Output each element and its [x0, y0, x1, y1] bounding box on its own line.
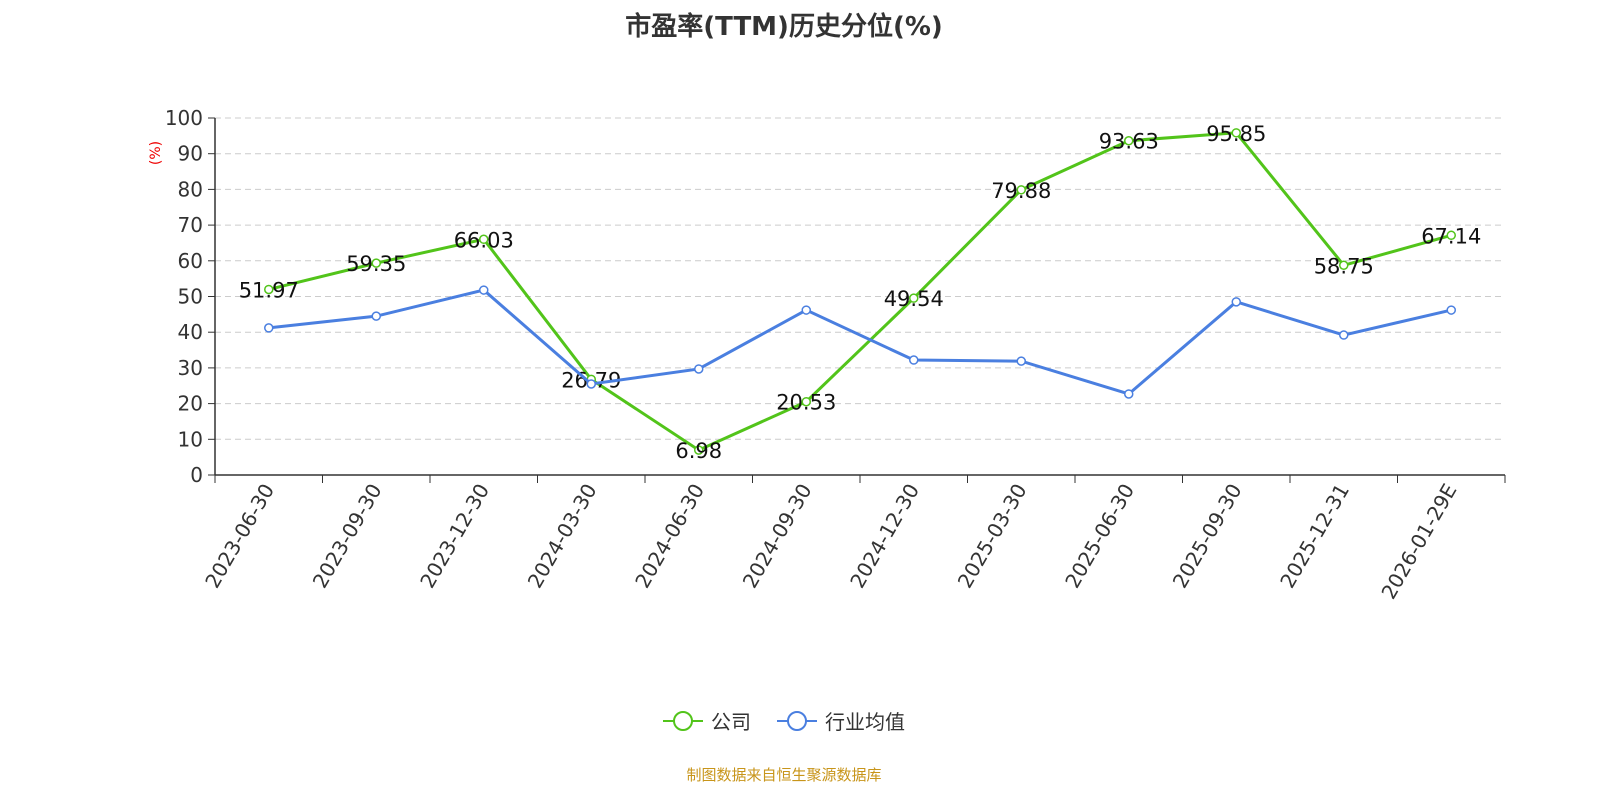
- y-tick-label: 20: [178, 392, 203, 416]
- x-tick-label: 2024-12-30: [845, 480, 924, 593]
- chart-title: 市盈率(TTM)历史分位(%): [625, 12, 943, 42]
- data-point: [1339, 330, 1349, 340]
- data-label: 49.54: [884, 287, 944, 311]
- x-tick-label: 2025-03-30: [953, 480, 1032, 593]
- legend-label-company: 公司: [711, 710, 751, 734]
- data-label: 79.88: [991, 179, 1051, 203]
- data-source-note: 制图数据来自恒生聚源数据库: [686, 766, 882, 784]
- data-label: 51.97: [239, 278, 299, 302]
- data-label: 20.53: [776, 391, 836, 415]
- data-label: 93.63: [1099, 130, 1159, 154]
- data-label: 95.85: [1206, 122, 1266, 146]
- data-point: [1231, 297, 1241, 307]
- data-point: [801, 305, 811, 315]
- data-point: [371, 258, 381, 268]
- data-point: [694, 364, 704, 374]
- data-point: [1016, 356, 1026, 366]
- y-tick-label: 50: [178, 285, 203, 309]
- x-tick-label: 2025-09-30: [1168, 480, 1247, 593]
- legend-item-industry[interactable]: 行业均值: [777, 706, 905, 735]
- legend-marker-industry: [777, 710, 817, 731]
- data-label: 6.98: [675, 439, 722, 463]
- x-tick-label: 2024-03-30: [523, 480, 602, 593]
- y-tick-label: 100: [165, 106, 203, 130]
- data-point: [801, 396, 811, 407]
- y-tick-label: 30: [178, 356, 203, 380]
- data-label: 67.14: [1421, 224, 1481, 248]
- data-point: [586, 379, 596, 389]
- x-tick-label: 2023-09-30: [308, 480, 387, 593]
- x-tick-label: 2026-01-29E: [1376, 480, 1461, 604]
- x-tick-label: 2023-06-30: [200, 480, 279, 593]
- y-tick-label: 90: [178, 142, 203, 166]
- y-tick-label: 70: [178, 213, 203, 237]
- data-point: [264, 284, 274, 295]
- legend-label-industry: 行业均值: [825, 710, 905, 734]
- legend-item-company[interactable]: 公司: [663, 706, 751, 735]
- data-label: 59.35: [346, 252, 406, 276]
- x-tick-label: 2024-09-30: [738, 480, 817, 593]
- data-point: [1124, 389, 1134, 399]
- x-tick-label: 2025-06-30: [1060, 480, 1139, 593]
- y-tick-label: 0: [190, 463, 203, 487]
- data-point: [264, 323, 274, 333]
- x-tick-label: 2023-12-30: [415, 480, 494, 593]
- data-point: [371, 311, 381, 321]
- data-point: [479, 234, 489, 245]
- data-point: [1231, 128, 1241, 138]
- data-point: [909, 355, 919, 365]
- data-point: [479, 285, 489, 295]
- data-point: [1446, 305, 1456, 315]
- legend: 公司 行业均值: [0, 706, 1568, 735]
- y-tick-label: 10: [178, 427, 203, 451]
- data-point: [694, 445, 704, 455]
- x-tick-label: 2025-12-31: [1275, 480, 1354, 593]
- y-tick-label: 40: [178, 320, 203, 344]
- data-point: [1446, 230, 1456, 241]
- x-tick-label: 2024-06-30: [630, 480, 709, 593]
- series-line-0: [268, 131, 1452, 452]
- series-line-1: [268, 288, 1452, 396]
- data-label: 66.03: [454, 228, 514, 252]
- y-tick-label: 60: [178, 249, 203, 273]
- legend-marker-company: [663, 710, 703, 731]
- data-point: [1016, 185, 1026, 195]
- data-point: [1124, 135, 1134, 146]
- data-label: 58.75: [1314, 254, 1374, 278]
- y-axis-label: (%): [148, 141, 164, 165]
- data-point: [1339, 260, 1349, 271]
- data-point: [909, 293, 919, 303]
- y-tick-label: 80: [178, 177, 203, 201]
